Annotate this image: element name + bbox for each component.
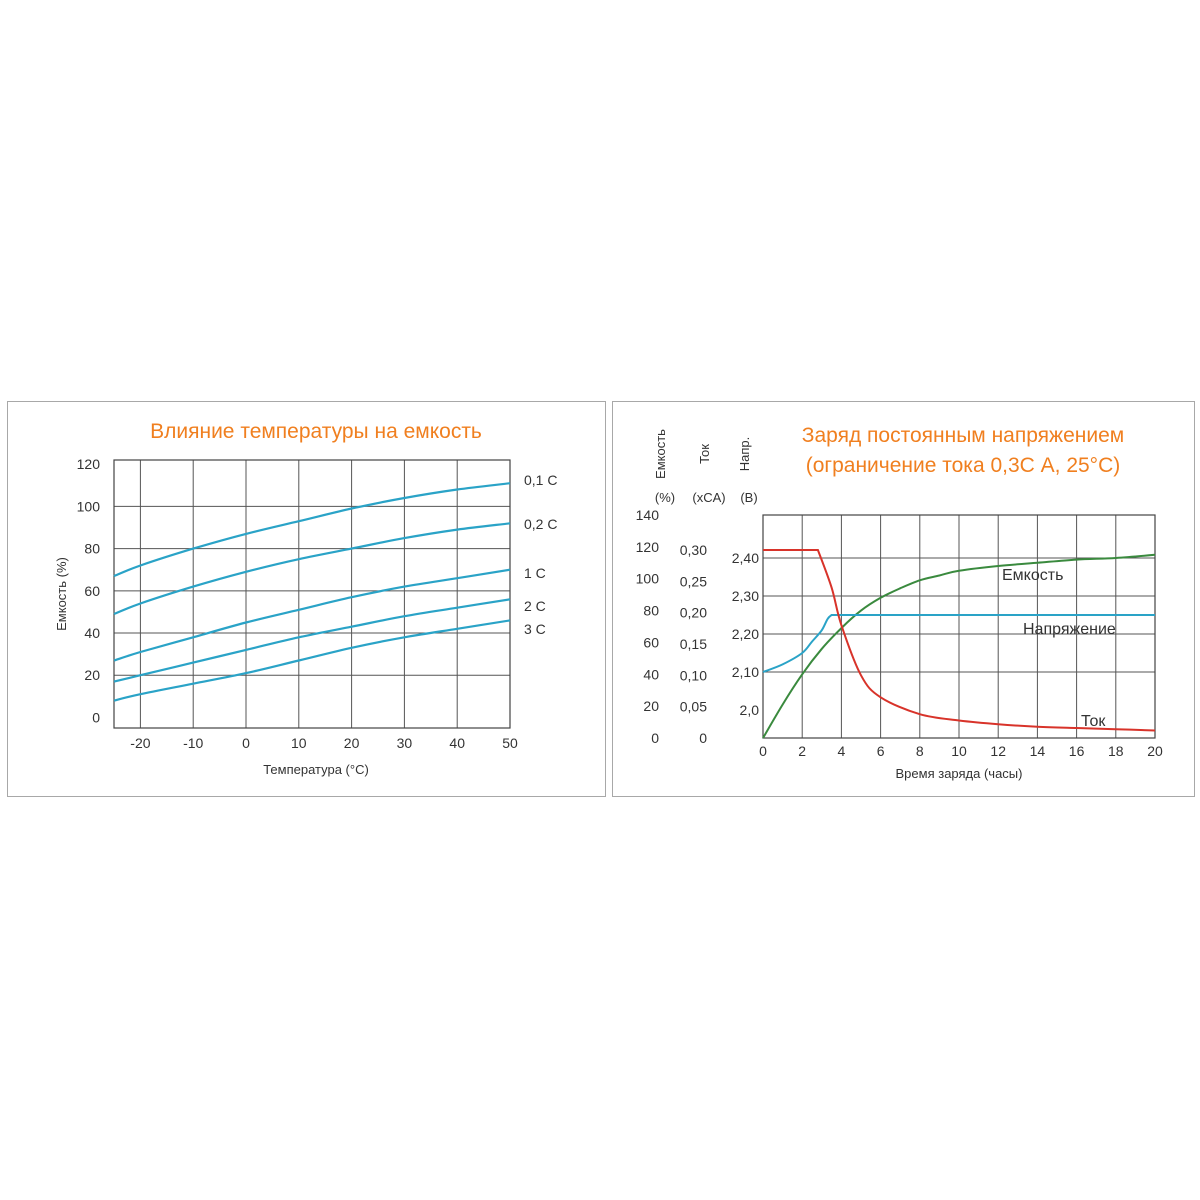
x-tick-label: 16: [1069, 743, 1085, 759]
voltage-tick-label: 2,0: [740, 702, 760, 718]
chart-title: Влияние температуры на емкость: [150, 420, 482, 443]
x-tick-label: 10: [291, 735, 307, 751]
y-tick-label: 40: [84, 625, 100, 641]
x-tick-label: 50: [502, 735, 518, 751]
axis-unit: (%): [655, 490, 675, 505]
voltage-tick-label: 2,10: [732, 664, 759, 680]
chart-panel-charging: Заряд постоянным напряжением (ограничение…: [612, 401, 1195, 797]
x-tick-label: 0: [759, 743, 767, 759]
chart-title-line1: Заряд постоянным напряжением: [802, 424, 1124, 447]
series-label: Напряжение: [1023, 621, 1116, 638]
current-tick-label: 0,30: [680, 542, 707, 558]
voltage-tick-label: 2,20: [732, 626, 759, 642]
x-tick-label: 12: [990, 743, 1006, 759]
current-tick-label: 0,25: [680, 573, 707, 589]
y-tick-label: 120: [77, 456, 101, 472]
x-tick-label: 20: [1147, 743, 1163, 759]
y-tick-label: 60: [84, 583, 100, 599]
series-line: [762, 614, 1155, 673]
chart-panel-temperature: Влияние температуры на емкость -20 -10 0 10 2…: [7, 401, 606, 797]
plot-frame: [762, 514, 1156, 739]
x-tick-label: 4: [838, 743, 846, 759]
current-tick-label: 0,05: [680, 699, 707, 715]
series-line: [113, 482, 511, 578]
x-axis-label: Температура (°С): [263, 762, 369, 777]
x-tick-label: 18: [1108, 743, 1124, 759]
x-tick-label: 2: [798, 743, 806, 759]
x-tick-label: 30: [397, 735, 413, 751]
x-tick-label: -20: [130, 735, 150, 751]
series-label: 3 С: [524, 621, 546, 637]
axis-unit: (xCA): [692, 490, 725, 505]
y-tick-label: 80: [84, 541, 100, 557]
series-label: 2 С: [524, 598, 546, 614]
current-tick-label: 0,10: [680, 667, 707, 683]
series-label: Ток: [1081, 713, 1106, 730]
y-tick-label: 20: [84, 667, 100, 683]
series-label: 0,2 С: [524, 516, 557, 532]
capacity-tick-label: 120: [636, 539, 660, 555]
series-line: [762, 553, 1156, 739]
series-line: [113, 522, 511, 616]
series-line: [113, 598, 511, 683]
capacity-tick-label: 0: [651, 730, 659, 746]
axis-title: Емкость: [653, 429, 668, 479]
voltage-tick-label: 2,40: [732, 550, 759, 566]
series-label: 1 С: [524, 565, 546, 581]
x-tick-label: 6: [877, 743, 885, 759]
chart-title-line2: (ограничение тока 0,3С А, 25°С): [806, 454, 1121, 477]
capacity-tick-label: 60: [643, 634, 659, 650]
x-tick-label: 0: [242, 735, 250, 751]
series-label: 0,1 С: [524, 472, 557, 488]
series-line: [113, 568, 511, 662]
current-tick-label: 0,15: [680, 636, 707, 652]
x-tick-label: 10: [951, 743, 967, 759]
voltage-tick-label: 2,30: [732, 588, 759, 604]
temperature-capacity-chart: Влияние температуры на емкость -20 -10 0 10 2…: [54, 420, 557, 777]
axis-title: Ток: [697, 444, 712, 464]
axis-unit: (В): [740, 490, 757, 505]
constant-voltage-charge-chart: Заряд постоянным напряжением (ограничение…: [636, 424, 1163, 781]
capacity-tick-label: 100: [636, 571, 660, 587]
y-tick-label: 100: [77, 498, 101, 514]
x-tick-label: 14: [1030, 743, 1046, 759]
y-axis-label: Емкость (%): [54, 557, 69, 631]
capacity-tick-label: 20: [643, 698, 659, 714]
series-label: Емкость: [1002, 567, 1063, 584]
current-tick-label: 0: [699, 730, 707, 746]
capacity-tick-label: 40: [643, 666, 659, 682]
x-tick-label: 8: [916, 743, 924, 759]
axis-title: Напр.: [737, 437, 752, 472]
x-tick-label: 20: [344, 735, 360, 751]
x-axis-label: Время заряда (часы): [896, 766, 1023, 781]
x-tick-label: 40: [449, 735, 465, 751]
y-tick-label: 0: [92, 709, 100, 725]
series-line: [113, 619, 511, 702]
capacity-tick-label: 80: [643, 603, 659, 619]
capacity-tick-label: 140: [636, 507, 660, 523]
current-tick-label: 0,20: [680, 605, 707, 621]
plot-frame: [113, 459, 511, 729]
x-tick-label: -10: [183, 735, 203, 751]
series-line: [763, 549, 1156, 732]
